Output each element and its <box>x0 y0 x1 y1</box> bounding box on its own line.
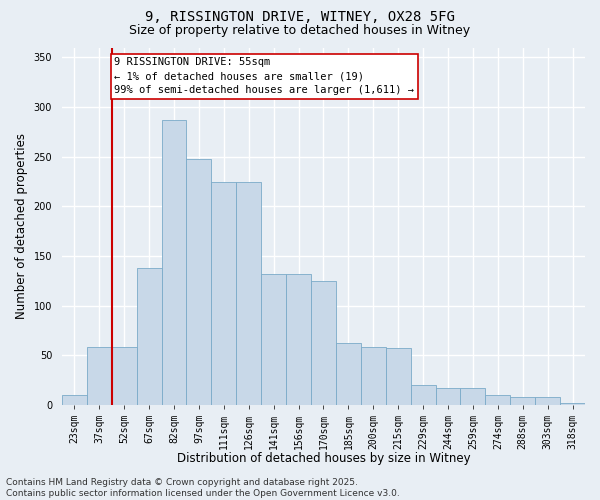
Bar <box>161 120 187 405</box>
Bar <box>510 397 535 405</box>
Text: 9, RISSINGTON DRIVE, WITNEY, OX28 5FG: 9, RISSINGTON DRIVE, WITNEY, OX28 5FG <box>145 10 455 24</box>
Bar <box>112 348 137 405</box>
Bar <box>485 395 510 405</box>
Bar <box>62 395 87 405</box>
Text: Size of property relative to detached houses in Witney: Size of property relative to detached ho… <box>130 24 470 37</box>
Bar <box>361 348 386 405</box>
Bar <box>560 403 585 405</box>
Text: Contains HM Land Registry data © Crown copyright and database right 2025.
Contai: Contains HM Land Registry data © Crown c… <box>6 478 400 498</box>
Bar <box>261 274 286 405</box>
Text: 9 RISSINGTON DRIVE: 55sqm
← 1% of detached houses are smaller (19)
99% of semi-d: 9 RISSINGTON DRIVE: 55sqm ← 1% of detach… <box>114 58 414 96</box>
Bar <box>336 344 361 405</box>
Bar <box>386 348 410 405</box>
Bar <box>137 268 161 405</box>
Bar <box>460 388 485 405</box>
Bar <box>87 348 112 405</box>
Bar <box>236 182 261 405</box>
Bar <box>410 385 436 405</box>
Bar <box>187 158 211 405</box>
Bar <box>311 281 336 405</box>
Bar <box>286 274 311 405</box>
Y-axis label: Number of detached properties: Number of detached properties <box>15 133 28 319</box>
Bar <box>535 397 560 405</box>
Bar <box>436 388 460 405</box>
Bar <box>211 182 236 405</box>
X-axis label: Distribution of detached houses by size in Witney: Distribution of detached houses by size … <box>176 452 470 465</box>
